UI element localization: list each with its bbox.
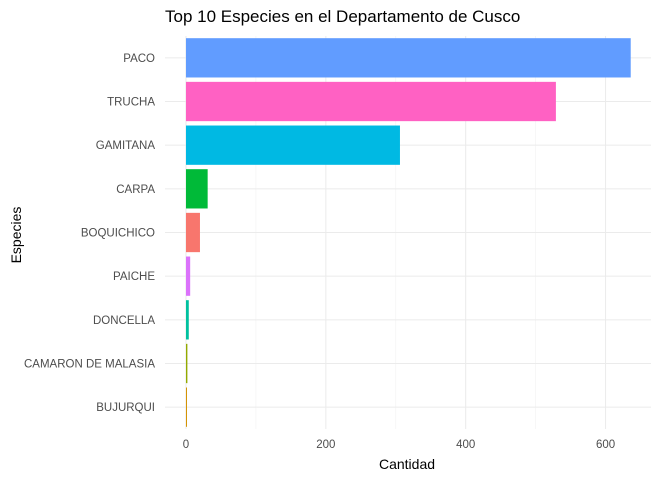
x-tick-label-2: 400 xyxy=(456,439,475,451)
bar-trucha xyxy=(186,82,556,121)
y-tick-label-0: PACO xyxy=(123,53,155,65)
y-tick-label-1: TRUCHA xyxy=(107,97,155,109)
x-tick-label-1: 200 xyxy=(316,439,335,451)
y-axis-title: Especies xyxy=(8,207,24,264)
bar-gamitana xyxy=(186,126,400,165)
y-tick-label-7: CAMARON DE MALASIA xyxy=(24,359,155,371)
y-tick-label-6: DONCELLA xyxy=(93,315,155,327)
y-tick-label-3: CARPA xyxy=(116,184,155,196)
bar-paiche xyxy=(186,257,190,296)
x-axis-ticks: 0 200 400 600 xyxy=(183,439,615,451)
bar-paco xyxy=(186,38,631,77)
bar-boquichico xyxy=(186,213,200,252)
x-tick-label-0: 0 xyxy=(183,439,189,451)
x-tick-label-3: 600 xyxy=(596,439,615,451)
chart-title: Top 10 Especies en el Departamento de Cu… xyxy=(165,7,520,26)
bar-bujurqui xyxy=(186,388,187,427)
y-axis-ticks: PACO TRUCHA GAMITANA CARPA BOQUICHICO PAICHE D… xyxy=(24,53,155,414)
y-tick-label-5: PAICHE xyxy=(113,271,155,283)
y-tick-label-2: GAMITANA xyxy=(96,140,156,152)
bar-carpa xyxy=(186,169,208,208)
y-tick-label-4: BOQUICHICO xyxy=(81,228,155,240)
y-tick-label-8: BUJURQUI xyxy=(96,402,155,414)
x-axis-title: Cantidad xyxy=(379,456,435,472)
bar-camaron-de-malasia xyxy=(186,344,187,383)
bar-doncella xyxy=(186,300,189,339)
